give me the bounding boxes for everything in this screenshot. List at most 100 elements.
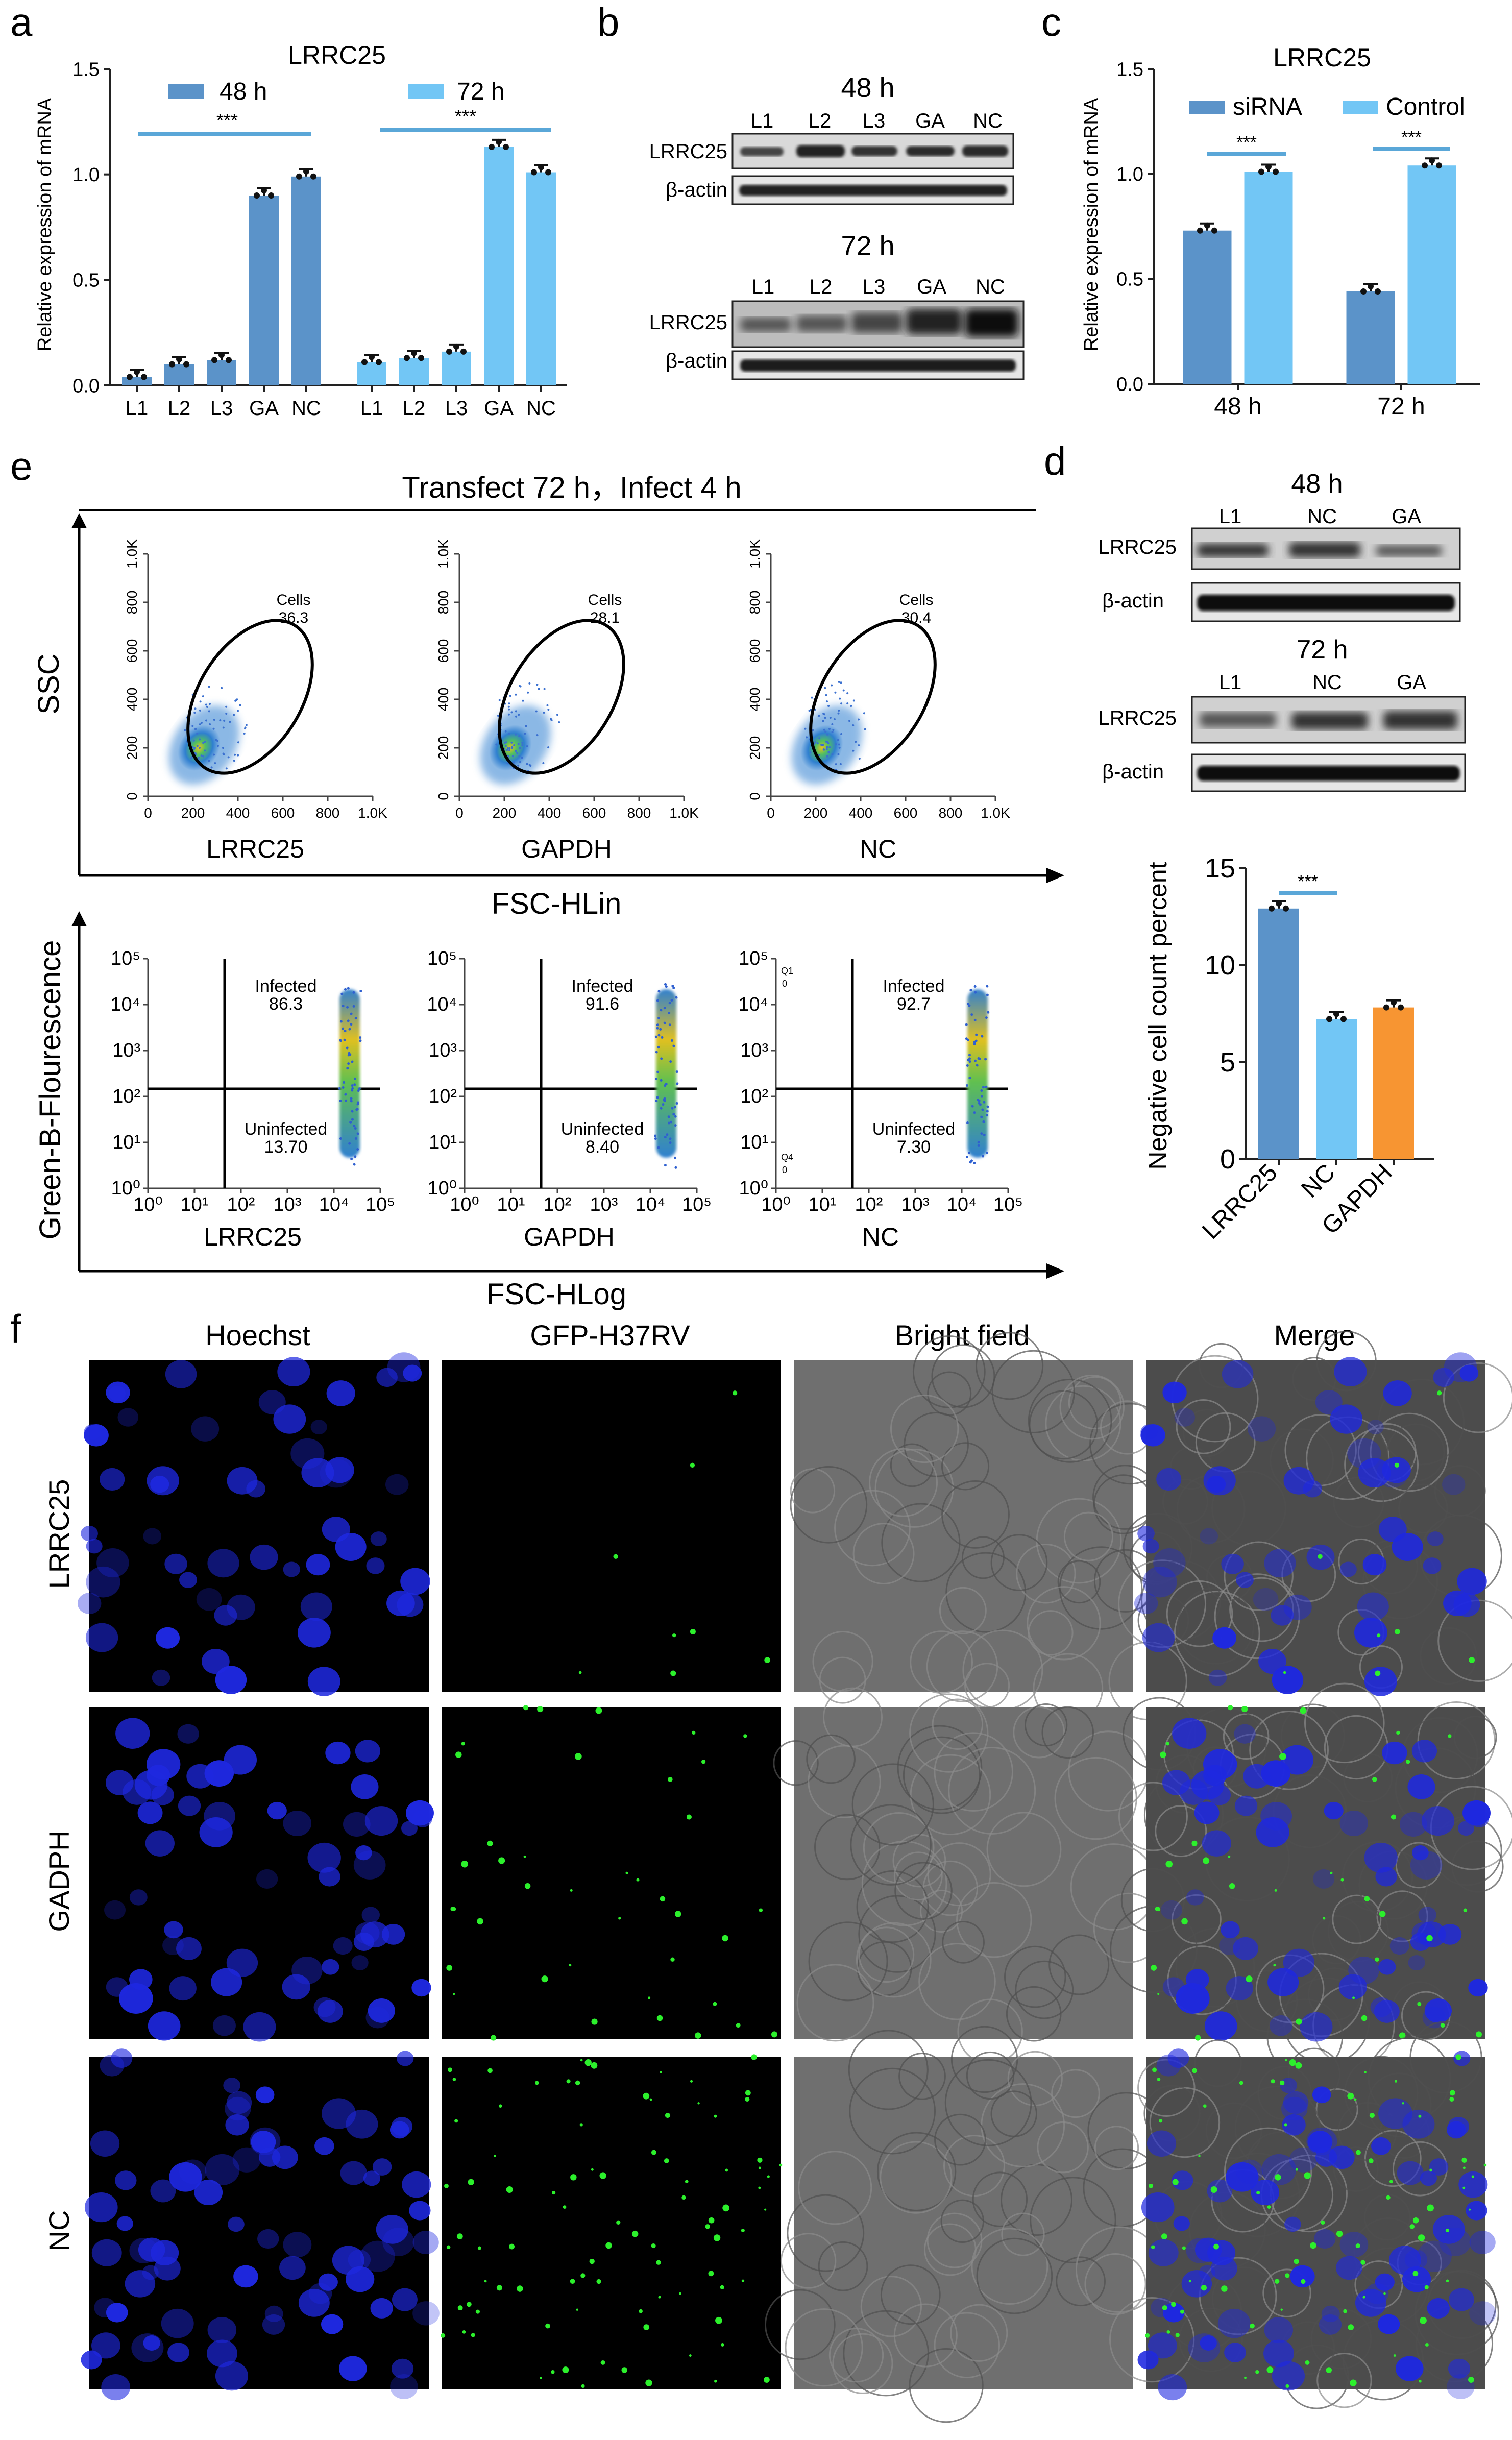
event-dot xyxy=(837,739,839,741)
nucleus xyxy=(143,2335,160,2351)
nucleus xyxy=(376,1368,398,1387)
nucleus xyxy=(1448,2358,1471,2379)
cell-outline xyxy=(1292,1357,1336,1401)
bacterium-gfp xyxy=(1391,1814,1397,1820)
bacterium-gfp xyxy=(1448,1734,1452,1738)
cell-outline xyxy=(780,2233,837,2289)
nucleus xyxy=(264,2305,283,2323)
bacterium-gfp xyxy=(487,2068,493,2073)
cell-outline xyxy=(773,1740,819,1786)
bacterium-gfp xyxy=(674,1911,681,1917)
nucleus xyxy=(1267,1968,1299,1996)
bacterium-gfp xyxy=(1285,2273,1290,2278)
bacterium-gfp xyxy=(1241,1705,1248,1713)
micrograph-tile xyxy=(773,1687,1164,2065)
nucleus xyxy=(317,1999,343,2023)
cell-outline xyxy=(881,1503,961,1582)
log-y-tick-label: 10⁵ xyxy=(111,948,140,969)
bacterium-gfp xyxy=(1323,1917,1326,1920)
nucleus xyxy=(1272,2361,1305,2391)
nucleus xyxy=(1377,2314,1400,2334)
bacterium-gfp xyxy=(714,2114,717,2118)
nucleus xyxy=(100,2054,125,2077)
data-point xyxy=(418,355,424,361)
bacterium-gfp xyxy=(1228,1855,1231,1858)
cell-outline xyxy=(1364,2130,1422,2187)
event-dot xyxy=(660,1009,663,1012)
nucleus xyxy=(85,1623,118,1652)
cell-outline xyxy=(1417,1701,1496,1779)
bacterium-gfp xyxy=(580,2059,583,2062)
bacterium-gfp xyxy=(562,2366,569,2374)
event-dot xyxy=(213,753,215,756)
nucleus xyxy=(228,2216,245,2232)
bacterium-gfp xyxy=(613,1554,618,1559)
legend-sirna-swatch xyxy=(1189,101,1225,114)
bacterium-gfp xyxy=(1321,2220,1325,2225)
bacterium-gfp xyxy=(1175,2333,1180,2337)
log-x-tick-label: 10³ xyxy=(901,1194,930,1215)
bacterium-gfp xyxy=(1409,2224,1415,2229)
cell-outline xyxy=(880,2264,941,2325)
event-dot xyxy=(518,755,521,758)
bacterium-gfp xyxy=(446,1965,453,1971)
event-dot xyxy=(672,1113,675,1116)
data-point xyxy=(446,348,452,355)
nucleus xyxy=(250,2127,281,2155)
y-tick-label: 0.5 xyxy=(72,270,100,291)
cell-outline xyxy=(1024,1703,1068,1747)
y-tick-label: 0.0 xyxy=(1116,374,1143,395)
event-dot xyxy=(809,751,812,754)
bacterium-gfp xyxy=(1318,1554,1323,1559)
event-dot xyxy=(508,747,511,749)
event-dot xyxy=(543,712,545,714)
flow-y-tick-label: 800 xyxy=(435,591,451,615)
event-dot xyxy=(668,1011,671,1014)
flow-x-tick-label: 0 xyxy=(767,805,775,821)
event-dot xyxy=(538,688,540,690)
event-dot xyxy=(974,1039,978,1042)
event-dot xyxy=(519,747,521,749)
data-point xyxy=(1398,1004,1404,1011)
event-dot xyxy=(504,745,507,747)
event-dot xyxy=(236,698,238,701)
log-x-tick-label: 10⁴ xyxy=(636,1194,666,1215)
nucleus xyxy=(162,1936,184,1956)
chart-c-ylabel: Relative expression of mRNA xyxy=(1081,97,1102,351)
cell-outline xyxy=(1006,1986,1062,2042)
bacterium-gfp xyxy=(494,2155,496,2157)
event-dot xyxy=(547,709,550,711)
nucleus xyxy=(1264,1549,1296,1578)
cell-outline xyxy=(1051,2069,1100,2118)
cell-outline xyxy=(812,1631,873,1692)
nucleus xyxy=(283,2232,312,2258)
event-dot xyxy=(354,1155,357,1158)
nucleus xyxy=(1186,2237,1214,2263)
bacterium-gfp xyxy=(1360,2260,1365,2265)
event-dot xyxy=(519,685,522,688)
nucleus xyxy=(372,2158,392,2176)
bacterium-gfp xyxy=(570,2174,577,2181)
data-point xyxy=(1211,227,1217,234)
event-dot xyxy=(664,1084,667,1087)
x-tick-label-a: NC xyxy=(291,397,321,420)
cell-outline xyxy=(785,2308,863,2387)
event-dot xyxy=(967,1003,970,1006)
bacterium-gfp xyxy=(566,2079,571,2084)
nucleus xyxy=(306,1554,330,1576)
nucleus xyxy=(169,1976,197,2001)
cell-outline xyxy=(851,1763,934,1846)
event-dot xyxy=(350,1157,353,1160)
bacterium-gfp xyxy=(1412,2217,1419,2224)
bacterium-gfp xyxy=(1340,1878,1344,1882)
event-streak xyxy=(967,989,988,1158)
nucleus xyxy=(1148,2239,1179,2266)
event-dot xyxy=(985,1151,988,1154)
event-dot xyxy=(837,753,840,755)
bacterium-gfp xyxy=(1348,2324,1354,2330)
nucleus xyxy=(161,2308,194,2338)
cell-outline xyxy=(986,1812,1062,1887)
log-x-tick-label: 10⁴ xyxy=(947,1194,977,1215)
bacterium-gfp xyxy=(621,2367,627,2373)
nucleus xyxy=(178,1795,201,1816)
